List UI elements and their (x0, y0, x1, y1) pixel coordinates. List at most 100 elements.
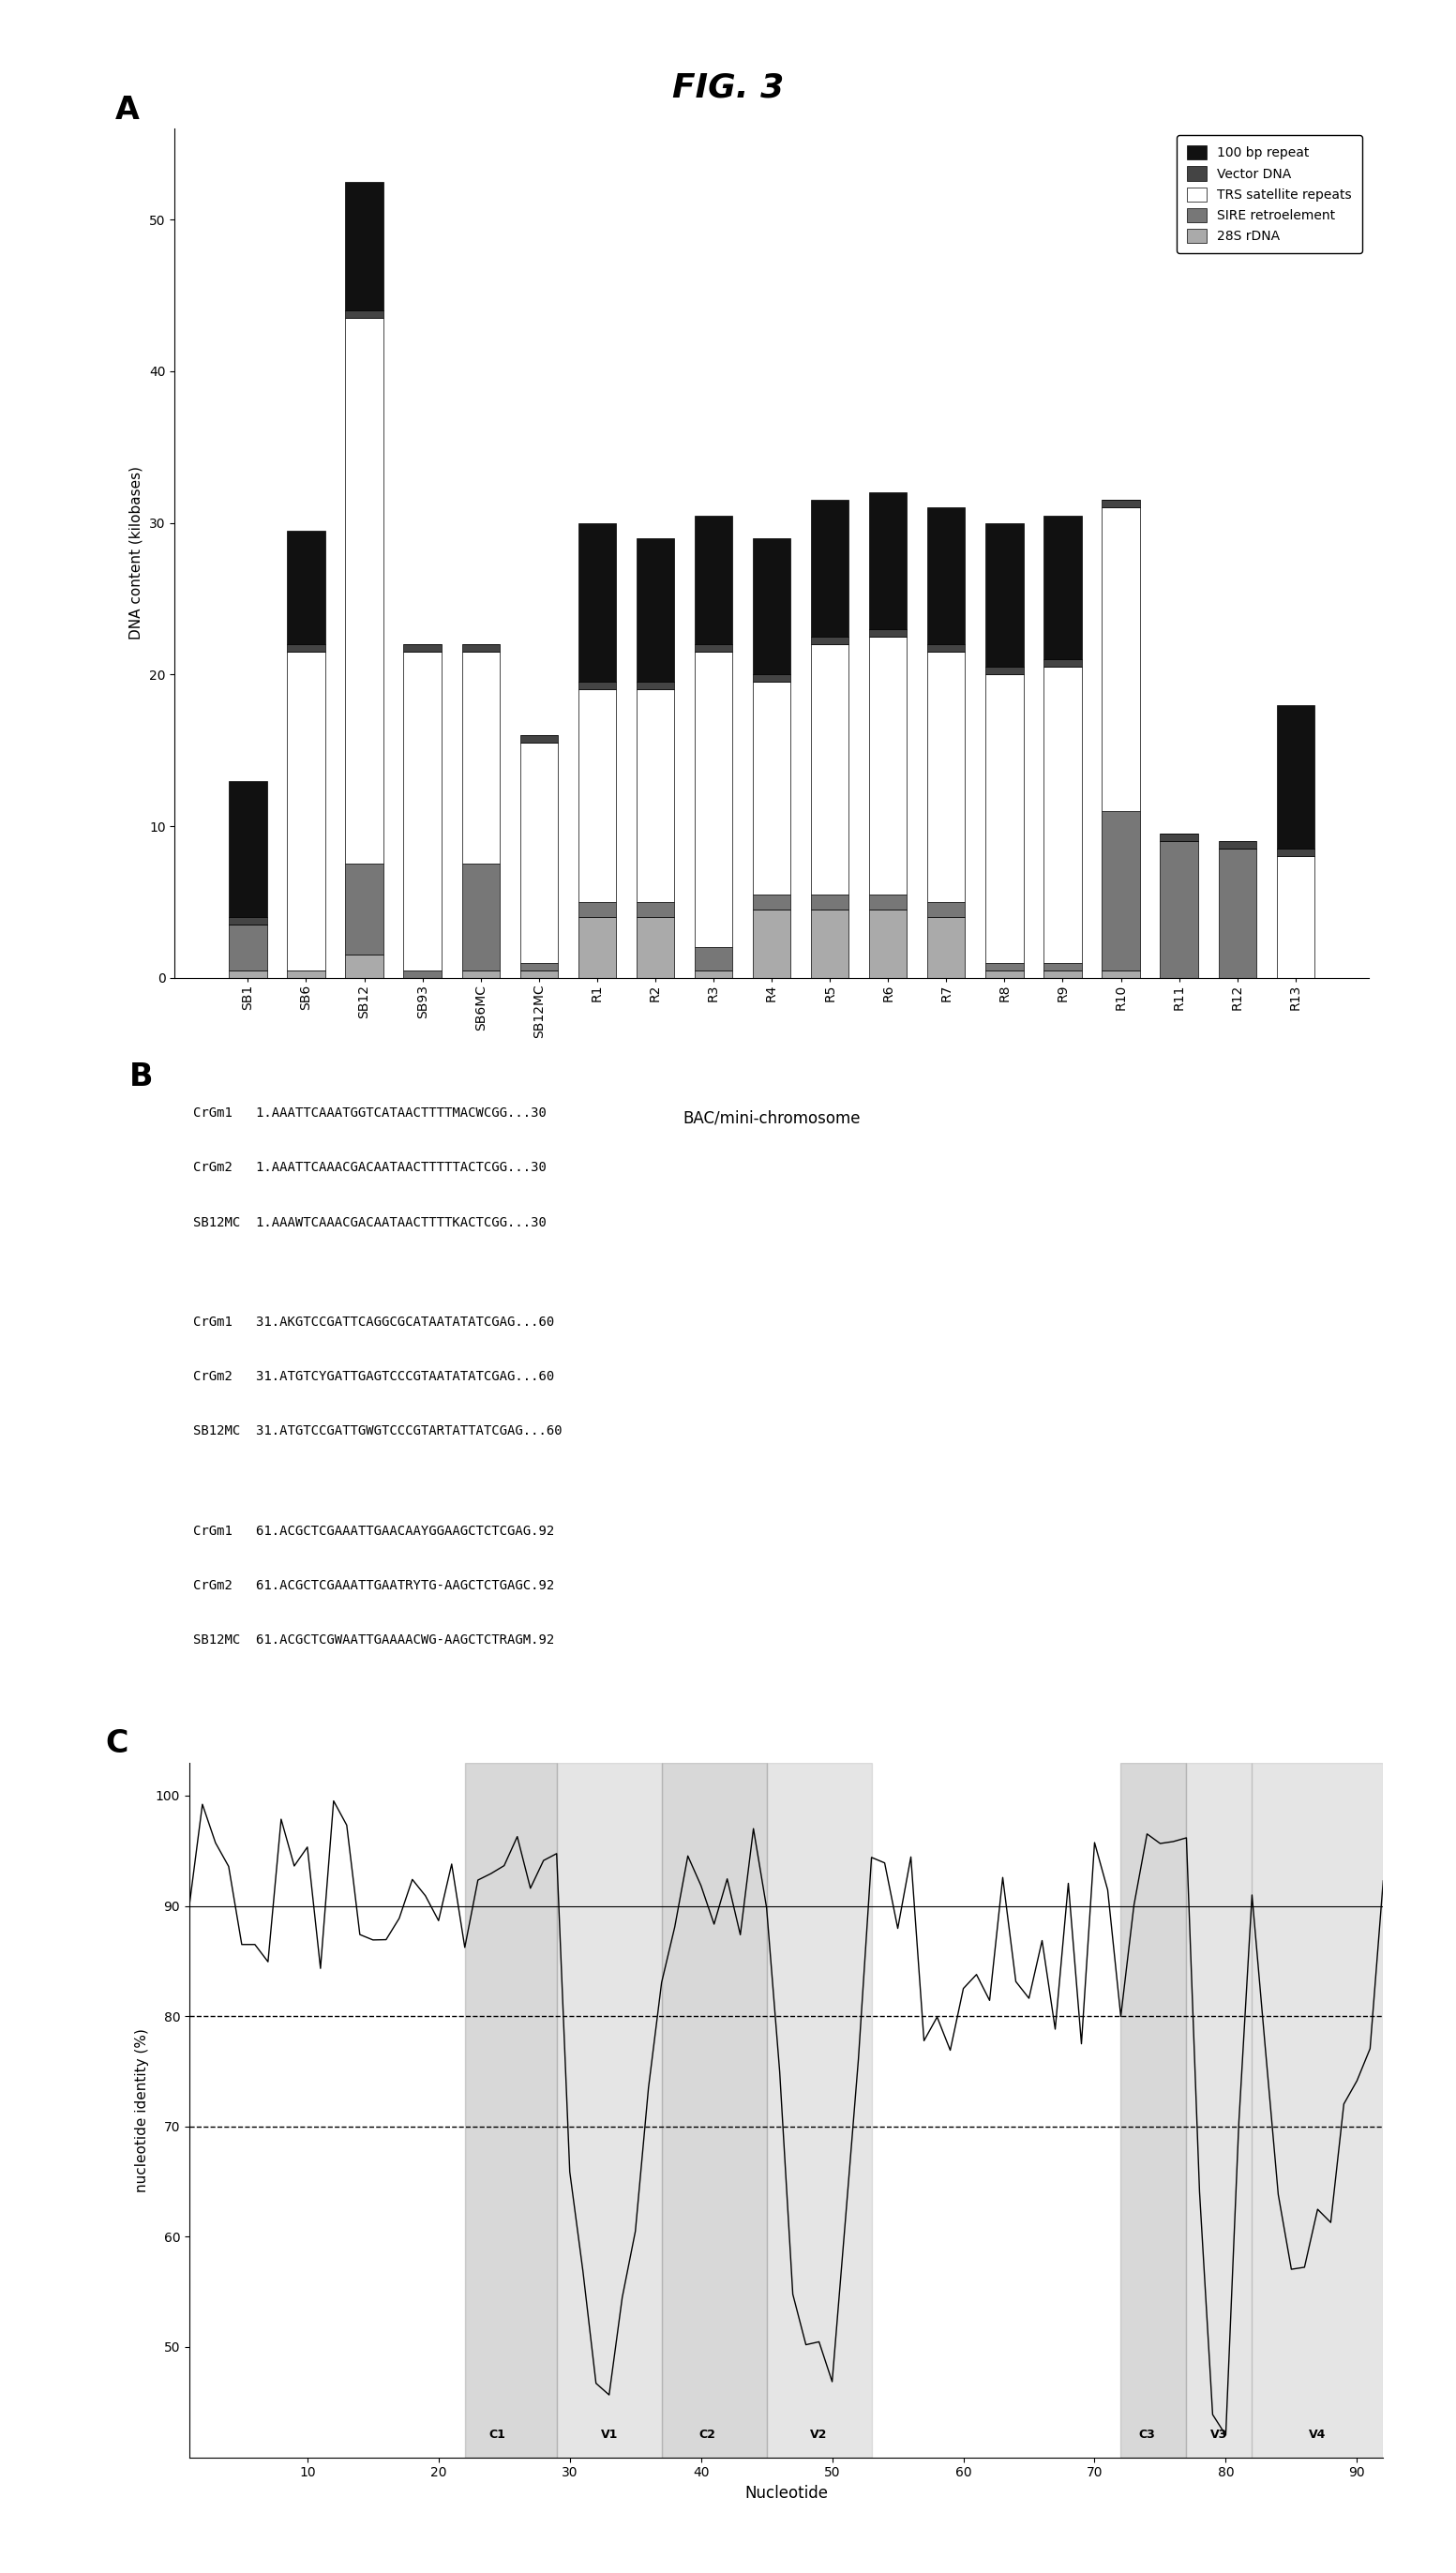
Text: CrGm2   31.ATGTCYGATTGAGTCCCGTAATATATCGAG...60: CrGm2 31.ATGTCYGATTGAGTCCCGTAATATATCGAG.… (194, 1369, 555, 1384)
Bar (636, 916, 674, 978)
Bar (811, 636, 849, 643)
Text: V4: V4 (1309, 2429, 1326, 2442)
Bar (1102, 810, 1140, 970)
Bar (229, 780, 266, 916)
Bar (1187, 1763, 1252, 2457)
Bar (869, 895, 907, 908)
Bar (578, 690, 616, 903)
Bar (986, 522, 1024, 666)
Bar (753, 538, 791, 674)
Bar (811, 908, 849, 978)
Text: C: C (106, 1729, 128, 1760)
Bar (986, 674, 1024, 962)
Bar (869, 636, 907, 895)
Text: SB12MC  61.ACGCTCGWAATTGAAAACWG-AAGCTCTRAGM.92: SB12MC 61.ACGCTCGWAATTGAAAACWG-AAGCTCTRA… (194, 1634, 555, 1647)
Bar (753, 682, 791, 895)
Bar (345, 311, 383, 319)
Text: B: B (130, 1063, 153, 1094)
Text: CrGm1   61.ACGCTCGAAATTGAACAAYGGAAGCTCTCGAG.92: CrGm1 61.ACGCTCGAAATTGAACAAYGGAAGCTCTCGA… (194, 1523, 555, 1539)
Bar (1102, 499, 1140, 507)
Bar (464, 1763, 556, 2457)
Bar (1102, 970, 1140, 978)
Text: CrGm2   1.AAATTCAAACGACAATAACTTTTTACTCGG...30: CrGm2 1.AAATTCAAACGACAATAACTTTTTACTCGG..… (194, 1160, 546, 1173)
Bar (287, 970, 325, 978)
Bar (695, 651, 732, 947)
Bar (462, 970, 499, 978)
Bar (927, 903, 965, 916)
Bar (578, 522, 616, 682)
Bar (636, 538, 674, 682)
Bar (766, 1763, 872, 2457)
Bar (986, 970, 1024, 978)
Bar (753, 674, 791, 682)
Bar (1102, 507, 1140, 810)
Bar (1252, 1763, 1383, 2457)
Bar (753, 908, 791, 978)
Bar (229, 924, 266, 970)
Bar (1160, 841, 1198, 978)
Bar (811, 499, 849, 636)
Bar (1044, 515, 1082, 659)
Bar (927, 643, 965, 651)
Bar (811, 643, 849, 895)
Text: CrGm2   61.ACGCTCGAAATTGAATRYTG-AAGCTCTGAGC.92: CrGm2 61.ACGCTCGAAATTGAATRYTG-AAGCTCTGAG… (194, 1580, 555, 1593)
Bar (287, 651, 325, 970)
Bar (1044, 970, 1082, 978)
Bar (661, 1763, 766, 2457)
Text: C1: C1 (489, 2429, 507, 2442)
Bar (927, 507, 965, 643)
Text: SB12MC  31.ATGTCCGATTGWGTCCCGTARTATTATCGAG...60: SB12MC 31.ATGTCCGATTGWGTCCCGTARTATTATCGA… (194, 1425, 562, 1438)
Bar (403, 643, 441, 651)
Bar (1044, 666, 1082, 962)
Y-axis label: DNA content (kilobases): DNA content (kilobases) (128, 466, 143, 641)
Bar (869, 491, 907, 628)
Bar (403, 970, 441, 978)
Bar (1277, 849, 1315, 857)
Bar (287, 643, 325, 651)
Bar (927, 916, 965, 978)
Bar (578, 903, 616, 916)
Bar (811, 895, 849, 908)
X-axis label: BAC/mini-chromosome: BAC/mini-chromosome (683, 1109, 860, 1127)
Text: SB12MC  1.AAAWTCAAACGACAATAACTTTTKACTCGG...30: SB12MC 1.AAAWTCAAACGACAATAACTTTTKACTCGG.… (194, 1217, 546, 1230)
Bar (695, 947, 732, 970)
Bar (869, 628, 907, 636)
Text: CrGm1   1.AAATTCAAATGGTCATAACTTTTMACWCGG...30: CrGm1 1.AAATTCAAATGGTCATAACTTTTMACWCGG..… (194, 1106, 546, 1119)
Bar (520, 736, 558, 744)
Bar (578, 682, 616, 690)
Bar (1219, 841, 1257, 849)
Text: V1: V1 (600, 2429, 617, 2442)
Y-axis label: nucleotide identity (%): nucleotide identity (%) (135, 2028, 149, 2192)
Bar (229, 916, 266, 924)
Bar (462, 865, 499, 970)
Bar (1277, 857, 1315, 978)
Bar (1121, 1763, 1187, 2457)
Bar (753, 895, 791, 908)
Bar (986, 962, 1024, 970)
Text: A: A (115, 95, 140, 126)
Bar (695, 643, 732, 651)
Bar (403, 651, 441, 970)
Bar (695, 515, 732, 643)
Text: C3: C3 (1139, 2429, 1156, 2442)
Bar (1277, 705, 1315, 849)
Bar (520, 962, 558, 970)
Bar (345, 183, 383, 311)
Bar (1044, 962, 1082, 970)
Bar (636, 903, 674, 916)
Bar (345, 955, 383, 978)
Text: V2: V2 (811, 2429, 827, 2442)
Bar (229, 970, 266, 978)
Bar (462, 651, 499, 865)
Bar (695, 970, 732, 978)
Text: CrGm1   31.AKGTCCGATTCAGGCGCATAATATATCGAG...60: CrGm1 31.AKGTCCGATTCAGGCGCATAATATATCGAG.… (194, 1315, 555, 1328)
Bar (345, 865, 383, 955)
Bar (556, 1763, 661, 2457)
Bar (1044, 659, 1082, 666)
Bar (1160, 834, 1198, 841)
Text: C2: C2 (699, 2429, 716, 2442)
Bar (462, 643, 499, 651)
Text: V3: V3 (1210, 2429, 1227, 2442)
Bar (520, 970, 558, 978)
Bar (869, 908, 907, 978)
